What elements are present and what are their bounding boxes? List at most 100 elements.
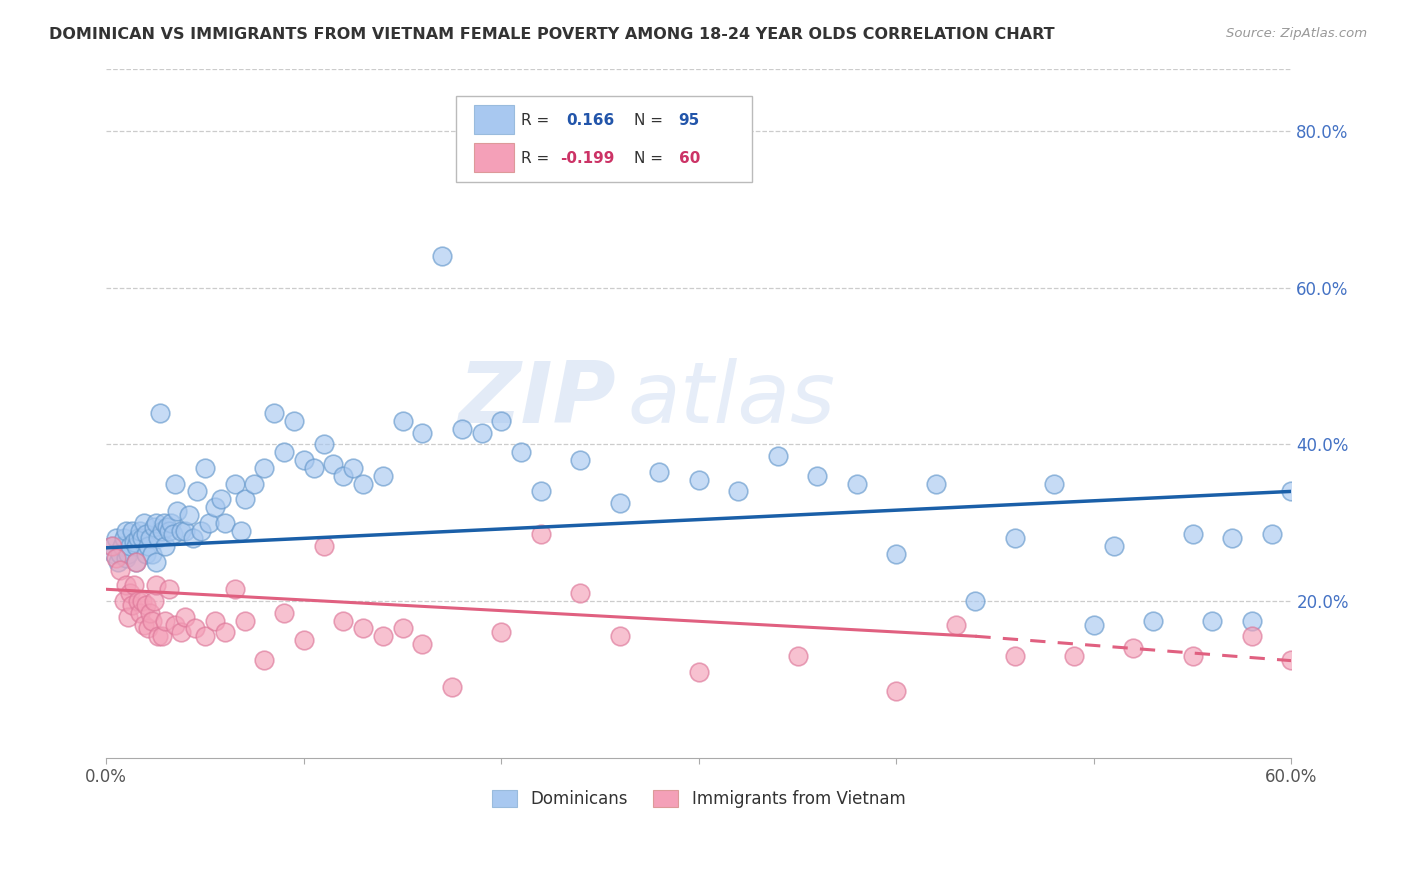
Point bbox=[159, 582, 181, 597]
Point bbox=[194, 629, 217, 643]
Point bbox=[1240, 614, 1263, 628]
Point bbox=[165, 476, 187, 491]
Point bbox=[141, 614, 163, 628]
Point bbox=[688, 473, 710, 487]
Point bbox=[135, 598, 157, 612]
Point bbox=[121, 598, 143, 612]
FancyBboxPatch shape bbox=[474, 143, 515, 172]
Point bbox=[1043, 476, 1066, 491]
Point bbox=[224, 476, 246, 491]
Point bbox=[145, 578, 167, 592]
Point bbox=[159, 524, 181, 538]
Point bbox=[162, 527, 184, 541]
Point bbox=[131, 532, 153, 546]
Point bbox=[886, 547, 908, 561]
Point bbox=[1201, 614, 1223, 628]
Point bbox=[115, 551, 138, 566]
Point bbox=[141, 547, 163, 561]
Point bbox=[569, 586, 592, 600]
Point bbox=[101, 539, 124, 553]
Point bbox=[233, 614, 256, 628]
Point bbox=[491, 414, 513, 428]
Point bbox=[786, 648, 808, 663]
Point bbox=[103, 547, 125, 561]
Point bbox=[1320, 660, 1343, 674]
Point bbox=[135, 547, 157, 561]
Point bbox=[132, 516, 155, 530]
Point bbox=[214, 625, 236, 640]
Point bbox=[214, 516, 236, 530]
Point bbox=[170, 625, 193, 640]
Point bbox=[101, 539, 124, 553]
Point bbox=[371, 629, 394, 643]
Point bbox=[108, 547, 131, 561]
Point bbox=[142, 594, 165, 608]
Point bbox=[233, 492, 256, 507]
Point bbox=[229, 524, 252, 538]
Point bbox=[1102, 539, 1125, 553]
Point bbox=[150, 629, 173, 643]
Point bbox=[1004, 532, 1026, 546]
Point bbox=[204, 500, 226, 514]
Point bbox=[273, 445, 295, 459]
Point bbox=[609, 629, 631, 643]
Point bbox=[253, 461, 276, 475]
Point bbox=[342, 461, 364, 475]
Point bbox=[128, 524, 150, 538]
Point bbox=[569, 453, 592, 467]
Point bbox=[142, 519, 165, 533]
Point bbox=[156, 519, 179, 533]
Point bbox=[105, 551, 128, 566]
Point bbox=[145, 516, 167, 530]
Point bbox=[112, 594, 135, 608]
Point bbox=[1063, 648, 1085, 663]
Point bbox=[688, 665, 710, 679]
Point bbox=[411, 637, 433, 651]
Point bbox=[108, 563, 131, 577]
Point bbox=[332, 614, 354, 628]
FancyBboxPatch shape bbox=[474, 105, 515, 134]
Point bbox=[243, 476, 266, 491]
Point bbox=[332, 468, 354, 483]
Point bbox=[1122, 640, 1144, 655]
Point bbox=[115, 578, 138, 592]
Point bbox=[127, 532, 149, 546]
Point bbox=[138, 606, 160, 620]
Point bbox=[292, 453, 315, 467]
Point bbox=[121, 524, 143, 538]
Point bbox=[886, 684, 908, 698]
Point bbox=[125, 555, 148, 569]
Point bbox=[136, 622, 159, 636]
Text: 0.166: 0.166 bbox=[567, 112, 614, 128]
Point bbox=[135, 527, 157, 541]
Point bbox=[117, 609, 139, 624]
Point bbox=[411, 425, 433, 440]
Point bbox=[1301, 645, 1323, 659]
Point bbox=[945, 617, 967, 632]
Point bbox=[160, 516, 183, 530]
Point bbox=[122, 578, 145, 592]
Point bbox=[430, 250, 453, 264]
Text: ZIP: ZIP bbox=[458, 358, 616, 441]
Point bbox=[152, 516, 174, 530]
Point bbox=[471, 425, 494, 440]
Point bbox=[1220, 532, 1243, 546]
Point bbox=[302, 461, 325, 475]
Point bbox=[105, 532, 128, 546]
Point bbox=[131, 594, 153, 608]
Point bbox=[179, 508, 201, 522]
Point bbox=[204, 614, 226, 628]
Point bbox=[312, 539, 335, 553]
Point bbox=[146, 532, 169, 546]
Point bbox=[609, 496, 631, 510]
Point bbox=[292, 633, 315, 648]
Point bbox=[174, 609, 197, 624]
Point bbox=[510, 445, 533, 459]
Point bbox=[253, 653, 276, 667]
Point bbox=[322, 457, 344, 471]
Point bbox=[491, 625, 513, 640]
Point bbox=[1181, 648, 1204, 663]
Point bbox=[1281, 653, 1303, 667]
Point bbox=[371, 468, 394, 483]
Point bbox=[530, 484, 553, 499]
